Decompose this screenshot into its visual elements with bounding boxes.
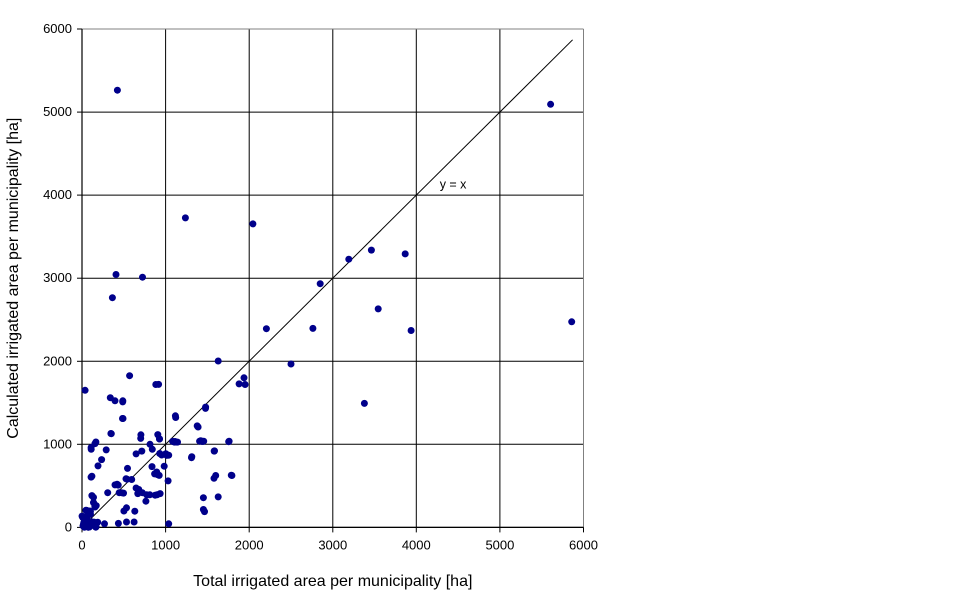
svg-text:1000: 1000 [43,436,72,451]
svg-text:0: 0 [78,537,85,552]
svg-text:0: 0 [65,519,72,534]
svg-text:2000: 2000 [43,353,72,368]
svg-text:Calculated irrigated area per: Calculated irrigated area per municipali… [5,118,22,439]
svg-text:1000: 1000 [151,537,180,552]
svg-text:y = x: y = x [440,178,467,192]
svg-text:3000: 3000 [318,537,347,552]
svg-text:6000: 6000 [569,537,598,552]
svg-text:Total irrigated area per munic: Total irrigated area per municipality [h… [193,573,472,590]
svg-text:5000: 5000 [485,537,514,552]
svg-text:5000: 5000 [43,104,72,119]
svg-text:3000: 3000 [43,270,72,285]
svg-text:4000: 4000 [43,187,72,202]
svg-text:2000: 2000 [235,537,264,552]
svg-text:4000: 4000 [402,537,431,552]
svg-text:6000: 6000 [43,21,72,36]
